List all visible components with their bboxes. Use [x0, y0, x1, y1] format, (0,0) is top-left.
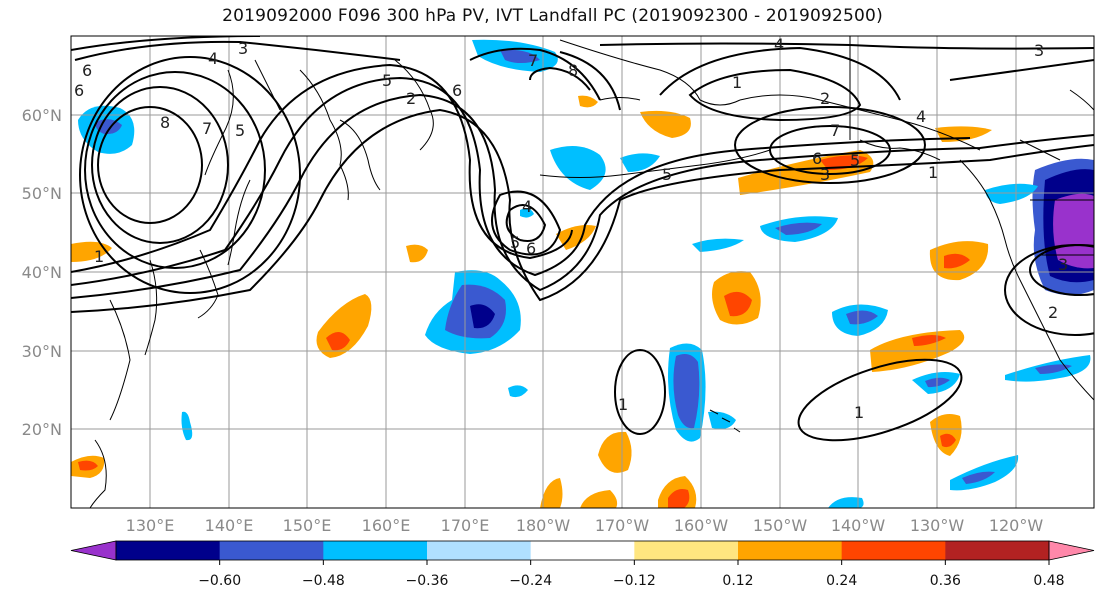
- lon-label: 180°W: [516, 516, 571, 535]
- colorbar-extend-high: [1048, 540, 1095, 561]
- colorbar-extend-low: [70, 540, 117, 561]
- colorbar-segment: [945, 541, 1050, 560]
- lon-label: 140°E: [205, 516, 254, 535]
- colorbar-segment: [634, 541, 739, 560]
- lon-label: 130°E: [126, 516, 175, 535]
- lat-label: 40°N: [22, 263, 62, 282]
- lat-label: 50°N: [22, 184, 62, 203]
- lat-label: 30°N: [22, 342, 62, 361]
- lon-label: 150°W: [753, 516, 808, 535]
- contour-label: 2: [406, 89, 416, 108]
- colorbar-tick-label: 0.48: [1033, 573, 1064, 589]
- contour-label: 1: [732, 73, 742, 92]
- colorbar-border: [115, 540, 1050, 561]
- latitude-labels: 60°N 50°N 40°N 30°N 20°N: [22, 106, 62, 439]
- contour-label: 5: [382, 71, 392, 90]
- colorbar-segment: [841, 541, 946, 560]
- colorbar-segment: [323, 541, 428, 560]
- contour-label: 4: [774, 35, 784, 54]
- longitude-labels: 130°E 140°E 150°E 160°E 170°E 180°W 170°…: [126, 516, 1044, 535]
- lon-label: 120°W: [989, 516, 1044, 535]
- colorbar-segment: [116, 541, 221, 560]
- contour-label: 5: [850, 151, 860, 170]
- contour-label: 3: [238, 39, 248, 58]
- contour-label: 7: [830, 121, 840, 140]
- colorbar: −0.60 −0.48 −0.36 −0.24 −0.12 0.12 0.24 0.36 0.4…: [70, 540, 1095, 589]
- contour-labels: 3 4 5 6 7 8 1 2 3 4 5 6 7 1 2 1 4 5 6 4 …: [74, 35, 1068, 422]
- contour-label: 6: [812, 149, 822, 168]
- contour-label: 1: [618, 395, 628, 414]
- pc-shading: [71, 39, 1094, 508]
- contour-label: 3: [1058, 255, 1068, 274]
- contour-label: 3: [1034, 41, 1044, 60]
- coastlines: [89, 36, 1094, 508]
- contour-label: 7: [528, 51, 538, 70]
- contour-label: 5: [235, 121, 245, 140]
- contour-label: 4: [522, 197, 532, 216]
- colorbar-tick-label: −0.12: [613, 573, 656, 589]
- colorbar-segment: [219, 541, 324, 560]
- colorbar-tick-label: 0.24: [826, 573, 857, 589]
- contour-label: 4: [208, 49, 218, 68]
- colorbar-tick-label: −0.60: [198, 573, 241, 589]
- contour-label: 5: [662, 165, 672, 184]
- colorbar-tick-label: −0.24: [509, 573, 552, 589]
- contour-label: 6: [452, 81, 462, 100]
- contour-label: 4: [916, 107, 926, 126]
- lon-label: 130°W: [910, 516, 965, 535]
- map-border: [70, 35, 1095, 509]
- lon-label: 160°W: [674, 516, 729, 535]
- graticule: [71, 36, 1094, 508]
- contour-label: 1: [928, 163, 938, 182]
- lon-label: 160°E: [362, 516, 411, 535]
- colorbar-segment: [738, 541, 843, 560]
- colorbar-tick-label: 0.36: [930, 573, 961, 589]
- lat-label: 20°N: [22, 420, 62, 439]
- contour-label: 8: [160, 113, 170, 132]
- lat-label: 60°N: [22, 106, 62, 125]
- contour-label: 2: [1048, 303, 1058, 322]
- contour-label: 6: [74, 81, 84, 100]
- colorbar-segment: [530, 541, 635, 560]
- lon-label: 140°W: [831, 516, 886, 535]
- contour-label: 8: [568, 61, 578, 80]
- map-title: 2019092000 F096 300 hPa PV, IVT Landfall…: [222, 6, 883, 26]
- contour-label: 6: [82, 61, 92, 80]
- contour-label: 6: [526, 239, 536, 258]
- contour-label: 5: [510, 233, 520, 252]
- pv-contours: [71, 36, 1094, 442]
- lon-label: 150°E: [283, 516, 332, 535]
- contour-label: 7: [202, 119, 212, 138]
- colorbar-tick-label: 0.12: [722, 573, 753, 589]
- colorbar-tick-label: −0.36: [406, 573, 449, 589]
- colorbar-tick-label: −0.48: [302, 573, 345, 589]
- contour-label: 2: [820, 89, 830, 108]
- contour-label: 3: [820, 165, 830, 184]
- colorbar-segment: [427, 541, 532, 560]
- contour-label: 1: [94, 247, 104, 266]
- lon-label: 170°W: [595, 516, 650, 535]
- contour-label: 1: [854, 403, 864, 422]
- lon-label: 170°E: [441, 516, 490, 535]
